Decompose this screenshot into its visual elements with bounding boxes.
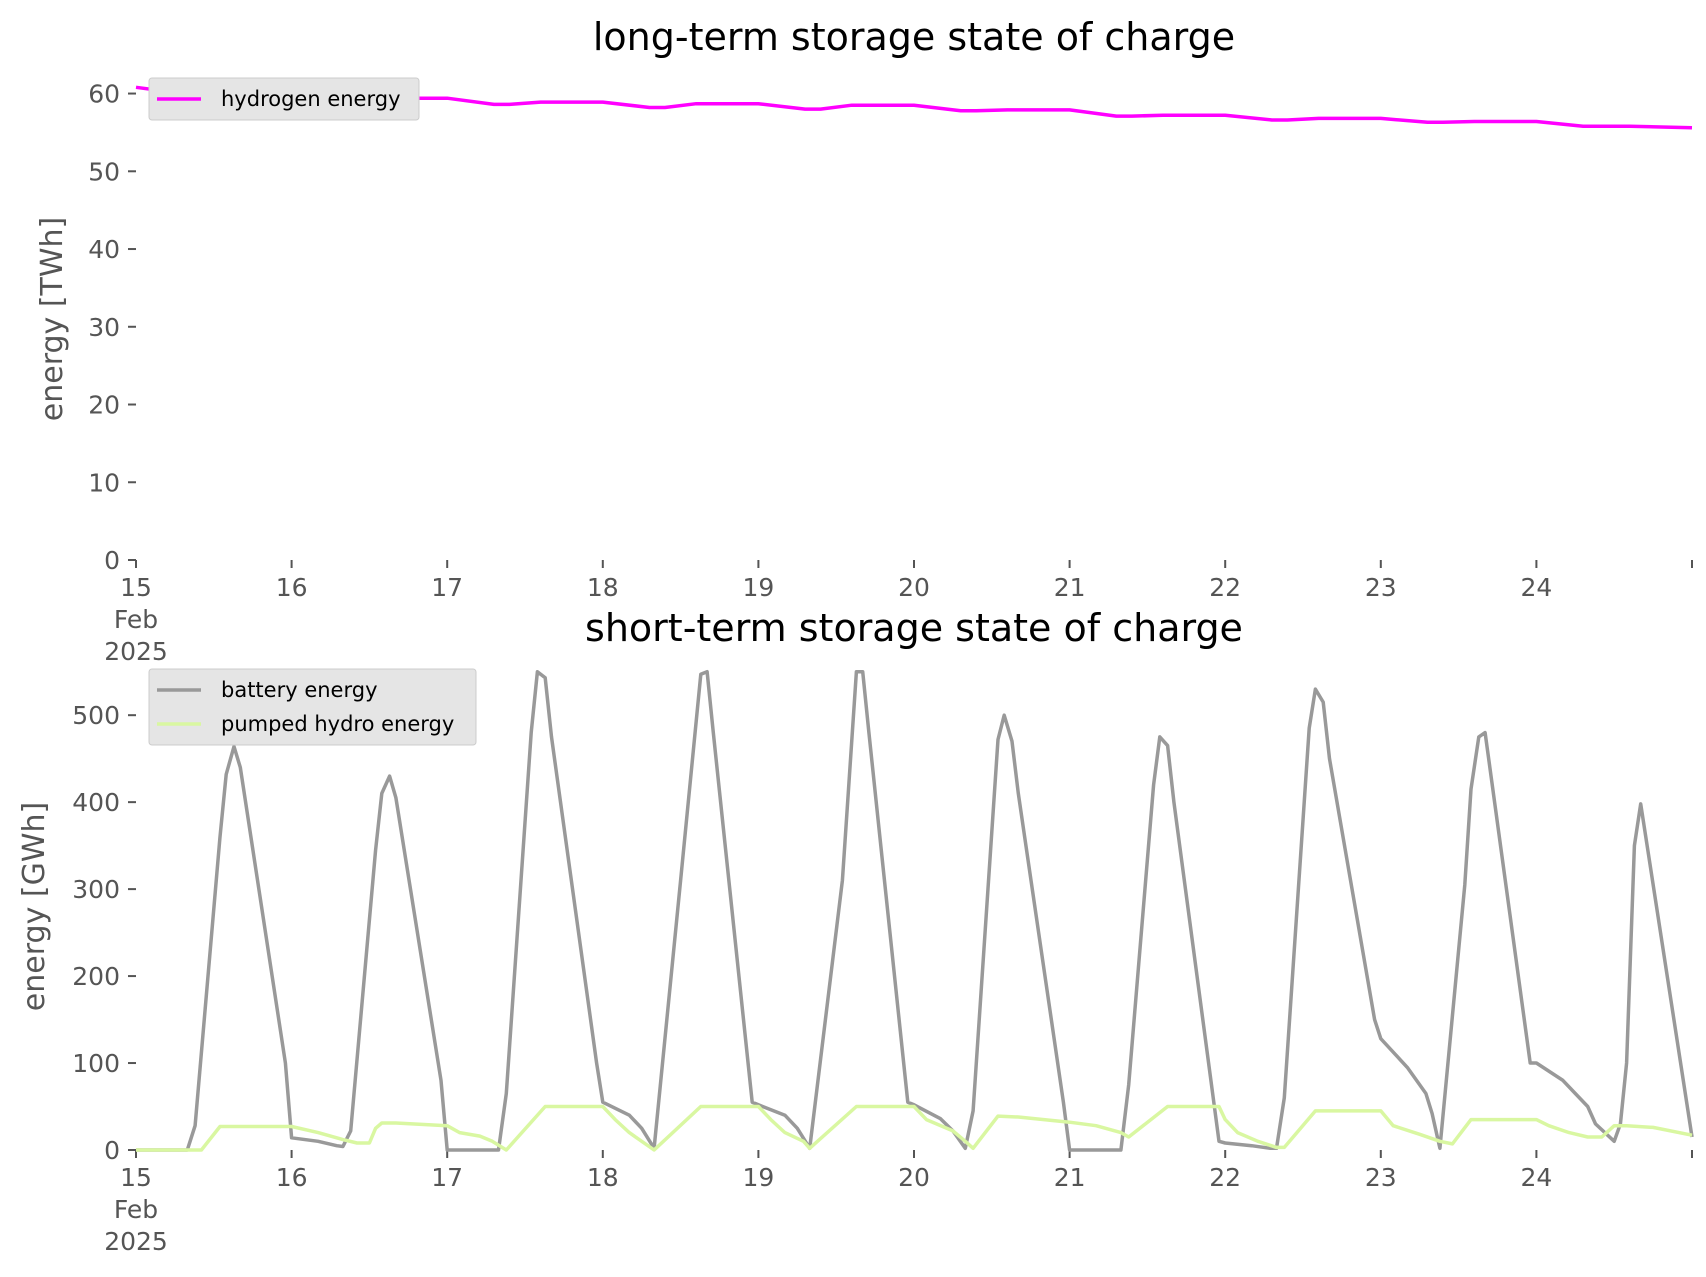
x-tick-label: 18	[587, 573, 619, 602]
y-tick-label: 100	[72, 1049, 120, 1078]
x-tick-label: 16	[276, 573, 308, 602]
legend	[148, 77, 420, 121]
x-tick-label: 16	[276, 1163, 308, 1192]
x-tick-label: 15	[120, 573, 152, 602]
y-axis-label: energy [TWh]	[35, 217, 70, 421]
x-tick-label: 17	[431, 1163, 463, 1192]
y-tick-label: 0	[104, 1136, 120, 1165]
y-tick-label: 500	[72, 701, 120, 730]
y-tick-label: 400	[72, 788, 120, 817]
y-tick-label: 30	[88, 313, 120, 342]
chart-title: short-term storage state of charge	[585, 606, 1243, 650]
x-tick-label: 19	[742, 1163, 774, 1192]
short-term-storage-panel: short-term storage state of charge energy…	[17, 606, 1694, 1256]
y-tick-label: 60	[88, 80, 120, 109]
legend-label: hydrogen energy	[221, 87, 401, 111]
y-tick-label: 20	[88, 391, 120, 420]
x-tick-label: 22	[1209, 1163, 1241, 1192]
y-tick-label: 200	[72, 962, 120, 991]
series-line-pumped-hydro-energy	[136, 1104, 1693, 1152]
x-tick-label: Feb	[114, 605, 158, 634]
x-tick-label: 23	[1365, 573, 1397, 602]
x-tick-label: 22	[1209, 573, 1241, 602]
y-tick-label: 40	[88, 235, 120, 264]
x-tick-label: 20	[898, 1163, 930, 1192]
x-tick-label: 2025	[104, 637, 168, 666]
x-tick-label: Feb	[114, 1195, 158, 1224]
x-tick-label: 18	[587, 1163, 619, 1192]
x-tick-label: 21	[1054, 573, 1086, 602]
x-tick-label: 19	[742, 573, 774, 602]
y-tick-label: 10	[88, 468, 120, 497]
x-tick-label: 17	[431, 573, 463, 602]
y-tick-label: 0	[104, 546, 120, 575]
x-tick-label: 24	[1520, 1163, 1552, 1192]
legend	[148, 668, 477, 746]
x-tick-label: 2025	[104, 1227, 168, 1256]
y-tick-label: 50	[88, 157, 120, 186]
x-tick-label: 23	[1365, 1163, 1397, 1192]
legend-label: pumped hydro energy	[221, 712, 454, 736]
series-line-hydrogen-energy	[135, 85, 1693, 130]
y-axis-label: energy [GWh]	[17, 802, 52, 1011]
x-tick-label: 21	[1054, 1163, 1086, 1192]
x-tick-label: 15	[120, 1163, 152, 1192]
x-tick-label: 24	[1520, 573, 1552, 602]
long-term-storage-panel: long-term storage state of charge energy …	[35, 15, 1693, 666]
chart-title: long-term storage state of charge	[593, 15, 1235, 59]
y-tick-label: 300	[72, 875, 120, 904]
x-tick-label: 20	[898, 573, 930, 602]
legend-label: battery energy	[221, 678, 378, 702]
